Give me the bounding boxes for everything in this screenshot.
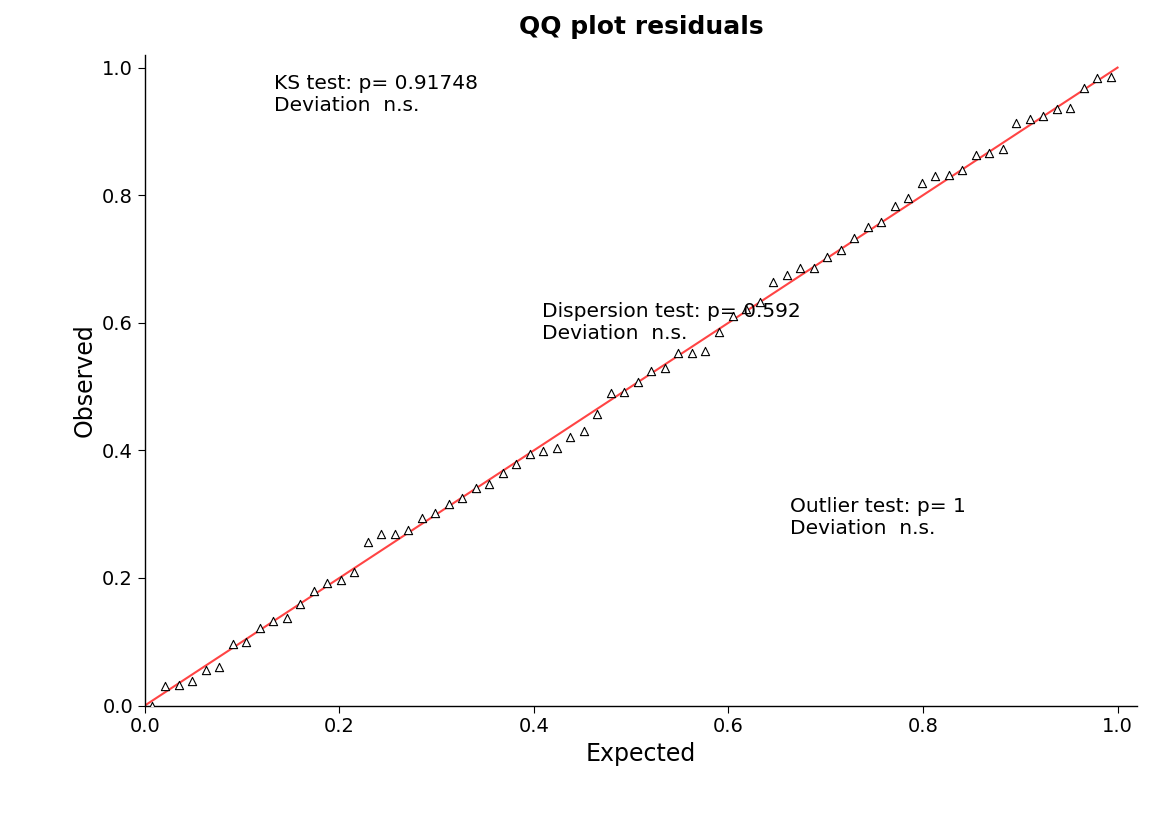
Point [683,346,702,359]
Point [264,614,282,627]
Point [1021,113,1039,126]
Point [210,660,228,673]
Point [156,680,174,693]
Point [386,527,404,540]
X-axis label: Expected: Expected [586,742,696,766]
Point [318,577,336,590]
Point [844,231,863,244]
Point [493,466,511,479]
Point [535,444,553,457]
Point [791,261,810,275]
Point [940,169,958,182]
Point [453,492,471,505]
Point [750,296,768,309]
Text: Outlier test: p= 1
Deviation  n.s.: Outlier test: p= 1 Deviation n.s. [790,497,965,538]
Point [237,635,256,649]
Point [169,678,188,691]
Point [642,365,660,378]
Text: KS test: p= 0.91748
Deviation  n.s.: KS test: p= 0.91748 Deviation n.s. [274,74,478,115]
Point [778,269,796,282]
Point [399,524,417,537]
Point [547,441,566,455]
Point [480,478,499,491]
Point [886,199,904,212]
Point [669,347,688,360]
Point [953,164,971,177]
Point [926,169,945,182]
Point [507,457,525,470]
Point [291,598,310,611]
Point [723,309,742,322]
Point [440,497,458,510]
Point [737,302,756,315]
Point [993,143,1011,156]
Point [250,621,268,635]
Point [372,528,391,541]
Point [332,574,350,587]
Point [832,243,850,256]
Point [629,376,647,389]
Point [1034,109,1053,122]
Point [575,424,593,437]
Point [818,251,836,264]
Point [655,362,674,375]
Point [196,663,214,677]
Point [467,482,485,495]
Point [615,386,634,399]
Point [223,638,242,651]
Point [344,565,363,578]
Point [304,584,323,598]
Point [426,507,445,520]
Point [412,511,431,524]
Point [561,431,579,444]
Point [1007,117,1025,130]
Point [764,275,782,288]
Point [912,176,931,189]
Point [358,536,377,549]
Point [1047,103,1066,116]
Point [1101,71,1120,84]
Point [1089,72,1107,85]
Text: Dispersion test: p= 0.592
Deviation  n.s.: Dispersion test: p= 0.592 Deviation n.s. [541,302,801,343]
Point [1075,81,1093,95]
Point [804,261,823,275]
Point [710,326,728,339]
Point [1061,101,1079,114]
Point [521,447,539,460]
Point [980,146,999,159]
Point [899,192,917,205]
Point [601,386,620,399]
Title: QQ plot residuals: QQ plot residuals [518,15,764,39]
Point [696,344,714,358]
Point [143,699,161,712]
Y-axis label: Observed: Observed [73,323,97,437]
Point [183,675,202,688]
Point [589,408,607,421]
Point [278,611,296,624]
Point [967,148,985,161]
Point [858,220,877,233]
Point [872,216,890,229]
